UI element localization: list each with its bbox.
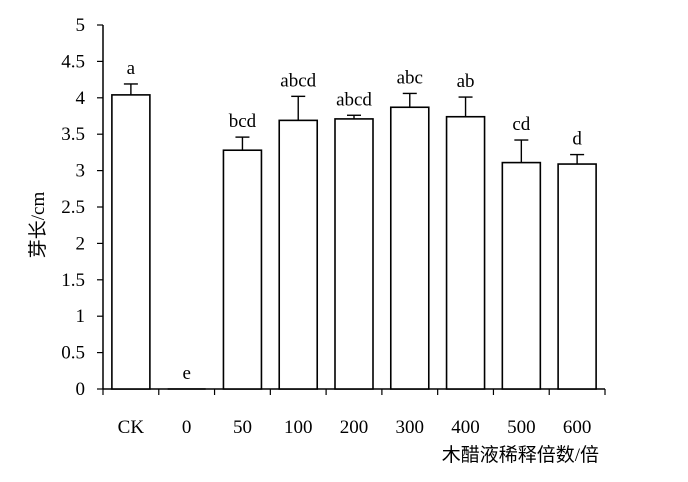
significance-label: d bbox=[572, 129, 582, 150]
y-tick-label: 2.5 bbox=[61, 197, 85, 218]
y-tick-label: 5 bbox=[76, 15, 86, 36]
significance-label: cd bbox=[512, 114, 530, 135]
significance-label: ab bbox=[457, 71, 475, 92]
significance-label: bcd bbox=[229, 111, 257, 132]
y-tick-label: 4 bbox=[76, 88, 86, 109]
y-tick-label: 0.5 bbox=[61, 343, 85, 364]
x-tick-label: 200 bbox=[340, 417, 369, 438]
y-tick-label: 3 bbox=[76, 161, 86, 182]
x-tick-label: 0 bbox=[182, 417, 192, 438]
y-axis-title: 芽长/cm bbox=[27, 192, 49, 259]
significance-label: abcd bbox=[336, 89, 372, 110]
significance-label: abcd bbox=[280, 70, 316, 91]
x-axis: CK 0 50 100 200 300 400 500 600 bbox=[102, 388, 606, 438]
x-tick-label: 100 bbox=[284, 417, 313, 438]
significance-label: abc bbox=[397, 67, 423, 88]
x-tick-label: CK bbox=[118, 417, 145, 438]
x-tick-label: 400 bbox=[451, 417, 480, 438]
bar bbox=[222, 149, 263, 390]
bar bbox=[445, 115, 486, 390]
x-tick-label: 300 bbox=[396, 417, 425, 438]
error-bar-series bbox=[123, 83, 585, 165]
bar bbox=[278, 119, 319, 390]
y-tick-label: 1 bbox=[76, 306, 86, 327]
bar bbox=[334, 118, 374, 390]
significance-label: a bbox=[127, 58, 136, 79]
bar bbox=[557, 163, 597, 390]
significance-label: e bbox=[182, 363, 190, 384]
y-tick-label: 1.5 bbox=[61, 270, 85, 291]
y-tick-label: 3.5 bbox=[61, 124, 85, 145]
bar bbox=[501, 161, 542, 390]
bar bbox=[111, 94, 151, 390]
y-axis: 0 0.5 1 1.5 2 2.5 3 3.5 4 4.5 5 bbox=[61, 15, 104, 400]
y-tick-label: 4.5 bbox=[61, 51, 85, 72]
y-tick-label: 2 bbox=[76, 233, 86, 254]
x-axis-title: 木醋液稀释倍数/倍 bbox=[442, 444, 599, 466]
x-tick-label: 500 bbox=[507, 417, 536, 438]
bar-series bbox=[111, 94, 597, 390]
x-tick-label: 50 bbox=[233, 417, 252, 438]
bar bbox=[389, 106, 430, 390]
y-tick-label: 0 bbox=[76, 379, 86, 400]
x-tick-label: 600 bbox=[563, 417, 592, 438]
